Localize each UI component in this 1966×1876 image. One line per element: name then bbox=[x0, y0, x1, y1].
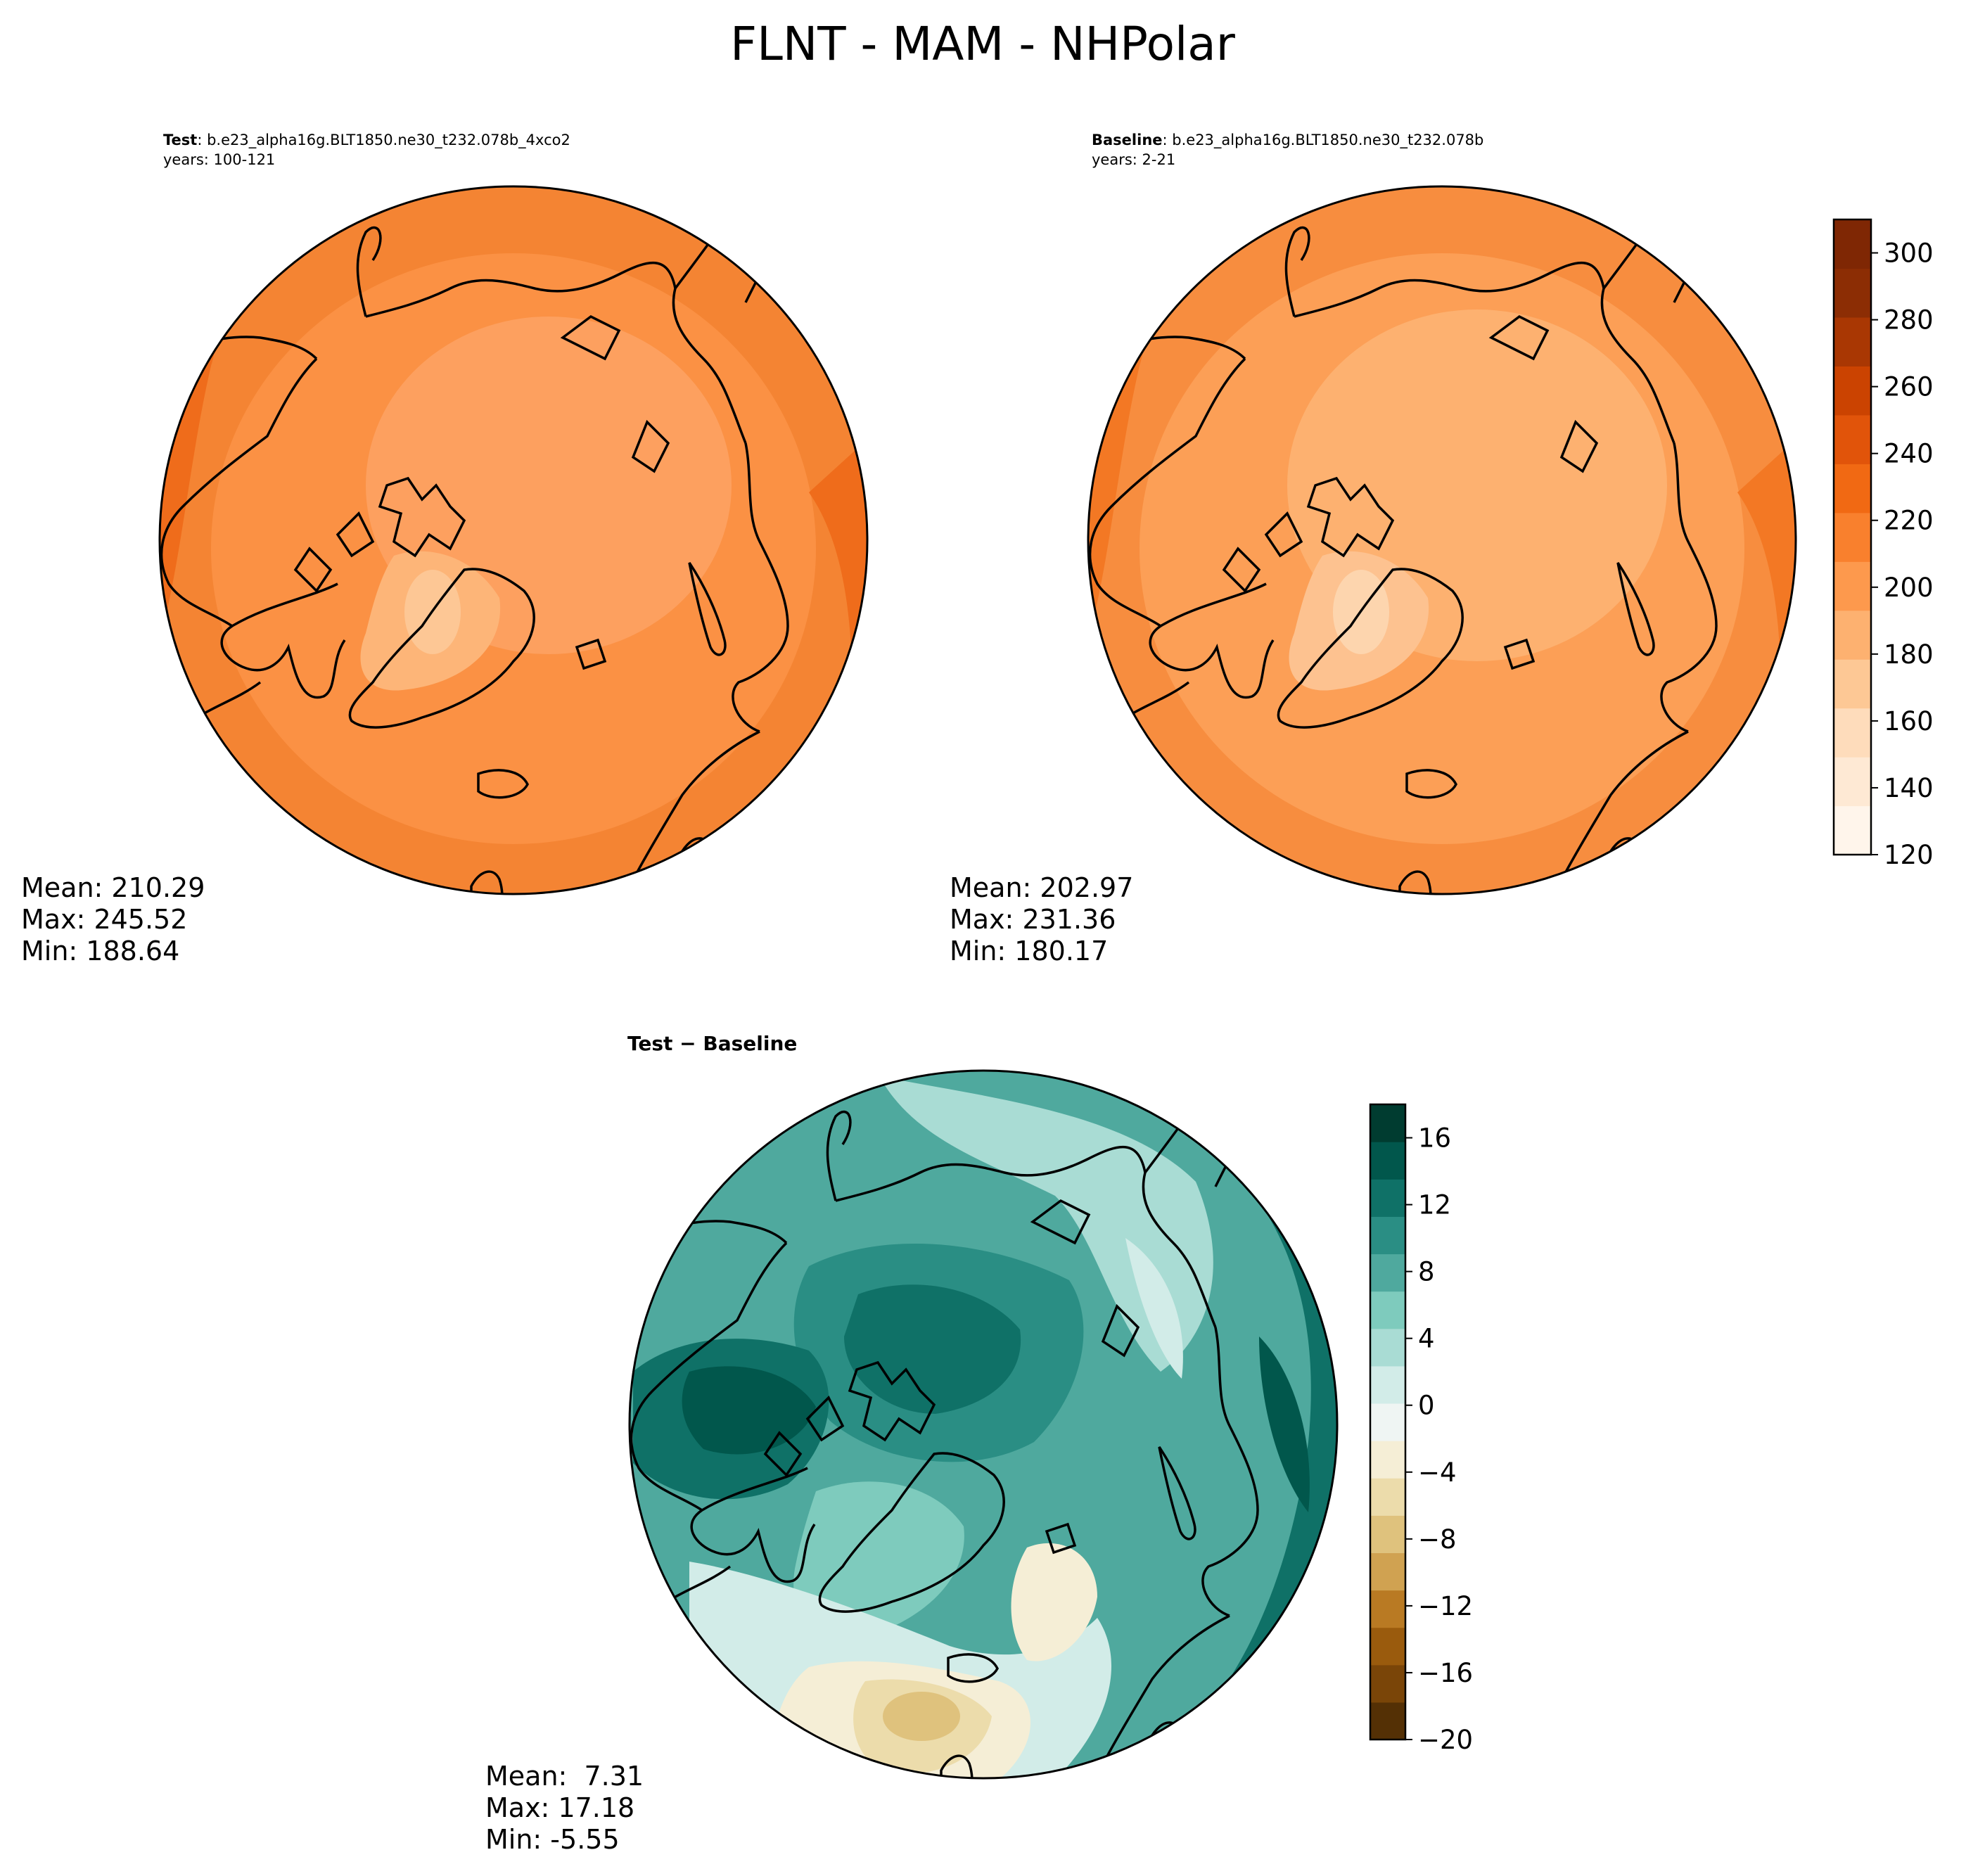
colorbar-tick-label: 8 bbox=[1418, 1257, 1435, 1287]
colorbar-swatch bbox=[1370, 1104, 1405, 1142]
map-border bbox=[628, 1069, 1339, 1780]
colorbar-field: 120 140 160 180 200 220 240 260 280 300 bbox=[1832, 218, 1934, 870]
colorbar-tick-label: −20 bbox=[1418, 1725, 1473, 1755]
colorbar-swatch bbox=[1834, 805, 1871, 855]
colorbar-tick-label: 220 bbox=[1884, 506, 1934, 536]
stat-min: Min: 180.17 bbox=[950, 936, 1108, 966]
colorbar-tick-label: 180 bbox=[1884, 639, 1934, 670]
colorbar-swatch bbox=[1370, 1552, 1405, 1591]
polar-map-baseline bbox=[1088, 186, 1796, 894]
colorbar-frame bbox=[1369, 1103, 1407, 1741]
colorbar-swatch bbox=[1370, 1216, 1405, 1255]
colorbar-swatch bbox=[1370, 1664, 1405, 1703]
colorbar-tick-label: 200 bbox=[1884, 573, 1934, 603]
colorbar-tick-label: 280 bbox=[1884, 305, 1934, 336]
panel-title: Test − Baseline bbox=[627, 1032, 797, 1055]
panel-subtitle: years: 100-121 bbox=[163, 151, 275, 168]
colorbar-tick-label: 120 bbox=[1884, 840, 1934, 870]
panel-subtitle: years: 2-21 bbox=[1092, 151, 1175, 168]
colorbar-swatch bbox=[1370, 1142, 1405, 1180]
panel-title-rest: : b.e23_alpha16g.BLT1850.ne30_t232.078b bbox=[1163, 132, 1484, 149]
colorbar-swatch bbox=[1370, 1590, 1405, 1628]
map-border bbox=[158, 185, 869, 895]
colorbar-tick-label: 0 bbox=[1418, 1391, 1435, 1421]
panel-title: Test: b.e23_alpha16g.BLT1850.ne30_t232.0… bbox=[163, 132, 570, 149]
colorbar-swatch bbox=[1834, 464, 1871, 513]
colorbar-tick-label: 12 bbox=[1418, 1190, 1451, 1220]
colorbar-tick-label: −8 bbox=[1418, 1524, 1457, 1555]
colorbar-swatch bbox=[1834, 268, 1871, 318]
colorbar-swatch bbox=[1370, 1478, 1405, 1516]
colorbar-swatch bbox=[1834, 512, 1871, 562]
panel-title: Baseline: b.e23_alpha16g.BLT1850.ne30_t2… bbox=[1092, 132, 1483, 149]
colorbar-tick-label: 160 bbox=[1884, 706, 1934, 736]
colorbar-swatch bbox=[1370, 1403, 1405, 1441]
colorbar-tick-label: 16 bbox=[1418, 1123, 1451, 1154]
colorbar-tick-label: 240 bbox=[1884, 439, 1934, 469]
colorbar-swatch bbox=[1370, 1179, 1405, 1217]
panel-baseline: Baseline: b.e23_alpha16g.BLT1850.ne30_t2… bbox=[950, 132, 1797, 966]
polar-map-test bbox=[160, 186, 867, 894]
colorbar-tick-label: 300 bbox=[1884, 238, 1934, 269]
colorbar-tick-label: −4 bbox=[1418, 1457, 1457, 1488]
colorbar-tick-label: 260 bbox=[1884, 372, 1934, 402]
colorbar-difference: −20 −16 −12 −8 −4 0 4 8 12 16 bbox=[1369, 1103, 1473, 1755]
colorbar-tick-label: −16 bbox=[1418, 1658, 1473, 1688]
stat-mean: Mean: 210.29 bbox=[21, 872, 205, 903]
panel-difference: Test − Baseline Me bbox=[485, 1032, 1339, 1855]
panel-title-bold: Test bbox=[163, 132, 197, 148]
colorbar-tick-label: 140 bbox=[1884, 773, 1934, 803]
stat-mean: Mean: 202.97 bbox=[950, 872, 1133, 903]
colorbar-swatch bbox=[1834, 414, 1871, 464]
stat-max: Max: 17.18 bbox=[485, 1792, 634, 1823]
map-border bbox=[1087, 185, 1797, 895]
panel-title-bold: Baseline bbox=[1092, 132, 1163, 148]
panel-test: Test: b.e23_alpha16g.BLT1850.ne30_t232.0… bbox=[21, 132, 869, 966]
figure-title: FLNT - MAM - NHPolar bbox=[730, 17, 1236, 71]
colorbar-swatch bbox=[1370, 1365, 1405, 1404]
colorbar-swatch bbox=[1370, 1441, 1405, 1479]
colorbar-swatch bbox=[1370, 1328, 1405, 1367]
colorbar-tick-label: −12 bbox=[1418, 1591, 1473, 1621]
stat-min: Min: 188.64 bbox=[21, 936, 179, 966]
colorbar-swatch bbox=[1834, 757, 1871, 807]
stat-min: Min: -5.55 bbox=[485, 1824, 620, 1855]
stat-max: Max: 231.36 bbox=[950, 904, 1116, 935]
colorbar-swatch bbox=[1834, 317, 1871, 366]
stat-max: Max: 245.52 bbox=[21, 904, 187, 935]
colorbar-swatch bbox=[1834, 659, 1871, 709]
colorbar-swatch bbox=[1834, 219, 1871, 269]
colorbar-swatch bbox=[1370, 1291, 1405, 1329]
colorbar-swatch bbox=[1370, 1515, 1405, 1554]
colorbar-swatch bbox=[1834, 610, 1871, 660]
colorbar-swatch bbox=[1370, 1253, 1405, 1292]
colorbar-swatch bbox=[1834, 366, 1871, 416]
stat-mean: Mean: 7.31 bbox=[485, 1761, 644, 1792]
colorbar-swatch bbox=[1834, 561, 1871, 611]
colorbar-frame bbox=[1832, 218, 1872, 856]
colorbar-swatch bbox=[1370, 1627, 1405, 1666]
polar-map-difference bbox=[630, 1071, 1337, 1778]
colorbar-swatch bbox=[1834, 708, 1871, 758]
colorbar-tick-label: 4 bbox=[1418, 1324, 1435, 1354]
colorbar-swatch bbox=[1370, 1702, 1405, 1740]
panel-title-rest: : b.e23_alpha16g.BLT1850.ne30_t232.078b_… bbox=[197, 132, 570, 149]
